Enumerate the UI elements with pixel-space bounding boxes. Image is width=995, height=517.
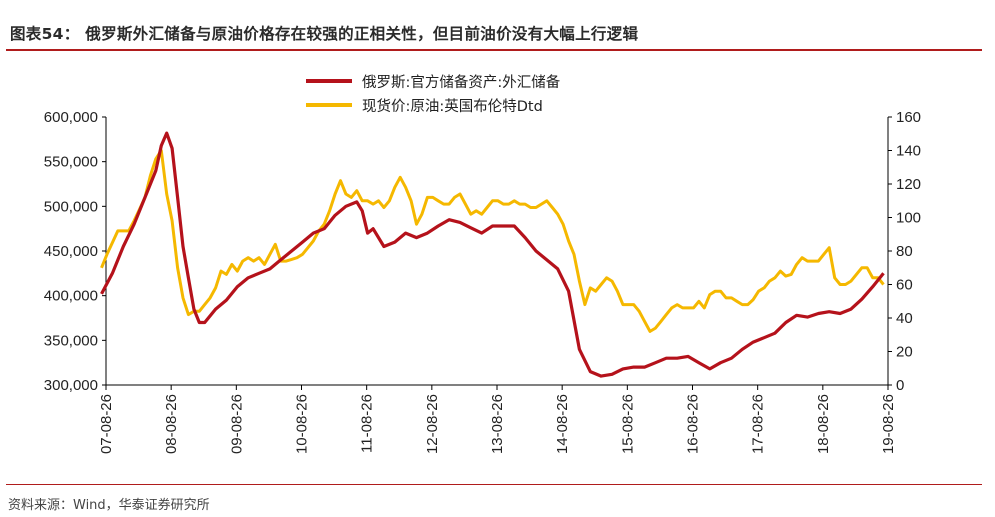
left-y-tick-label: 350,000	[44, 332, 98, 349]
left-y-tick-label: 550,000	[44, 154, 98, 171]
x-tick-label: 15-08-26	[619, 394, 636, 454]
x-tick-label: 10-08-26	[294, 394, 311, 454]
figure-title: 图表54： 俄罗斯外汇储备与原油价格存在较强的正相关性，但目前油价没有大幅上行逻…	[10, 25, 639, 43]
x-tick-label: 08-08-26	[163, 394, 180, 454]
series-line-reserves	[100, 131, 885, 378]
x-tick-label: 07-08-26	[98, 394, 115, 454]
x-tick-label: 17-08-26	[750, 394, 767, 454]
x-tick-label: 14-08-26	[554, 394, 571, 454]
left-y-tick-label: 400,000	[44, 288, 98, 305]
footer-rule	[6, 484, 982, 485]
legend: 俄罗斯:官方储备资产:外汇储备 现货价:原油:英国布伦特Dtd	[306, 74, 561, 115]
legend-label-reserves: 俄罗斯:官方储备资产:外汇储备	[362, 74, 561, 91]
x-tick-label: 19-08-26	[880, 394, 897, 454]
right-y-tick-label: 100	[896, 210, 921, 227]
right-y-tick-label: 140	[896, 143, 921, 160]
x-tick-label: 16-08-26	[685, 394, 702, 454]
x-tick-label: 18-08-26	[815, 394, 832, 454]
right-y-tick-label: 80	[896, 243, 913, 260]
axes: 300,000 350,000 400,000 450,000 500,000 550,0…	[44, 109, 921, 454]
series-line-oil	[100, 149, 885, 333]
plot-area	[100, 131, 885, 378]
x-tick-label: 11-08-26	[359, 394, 376, 453]
right-y-tick-label: 120	[896, 176, 921, 193]
right-y-tick-label: 160	[896, 109, 921, 126]
left-y-tick-label: 300,000	[44, 377, 98, 394]
source-note: 资料来源：Wind，华泰证券研究所	[8, 498, 210, 513]
x-tick-label: 09-08-26	[228, 394, 245, 454]
right-y-tick-label: 20	[896, 344, 913, 361]
dual-axis-line-chart: 俄罗斯:官方储备资产:外汇储备 现货价:原油:英国布伦特Dtd 300,0003…	[44, 74, 921, 454]
x-tick-label: 12-08-26	[424, 394, 441, 454]
figure-title-bar: 图表54： 俄罗斯外汇储备与原油价格存在较强的正相关性，但目前油价没有大幅上行逻…	[6, 22, 986, 46]
left-y-tick-label: 500,000	[44, 198, 98, 215]
title-rule	[6, 49, 982, 51]
right-y-tick-label: 0	[896, 377, 904, 394]
legend-label-oil: 现货价:原油:英国布伦特Dtd	[362, 97, 543, 115]
right-y-tick-label: 60	[896, 277, 913, 294]
right-y-tick-label: 40	[896, 310, 913, 327]
x-tick-label: 13-08-26	[489, 394, 506, 454]
left-y-tick-label: 600,000	[44, 109, 98, 126]
left-y-tick-label: 450,000	[44, 243, 98, 260]
